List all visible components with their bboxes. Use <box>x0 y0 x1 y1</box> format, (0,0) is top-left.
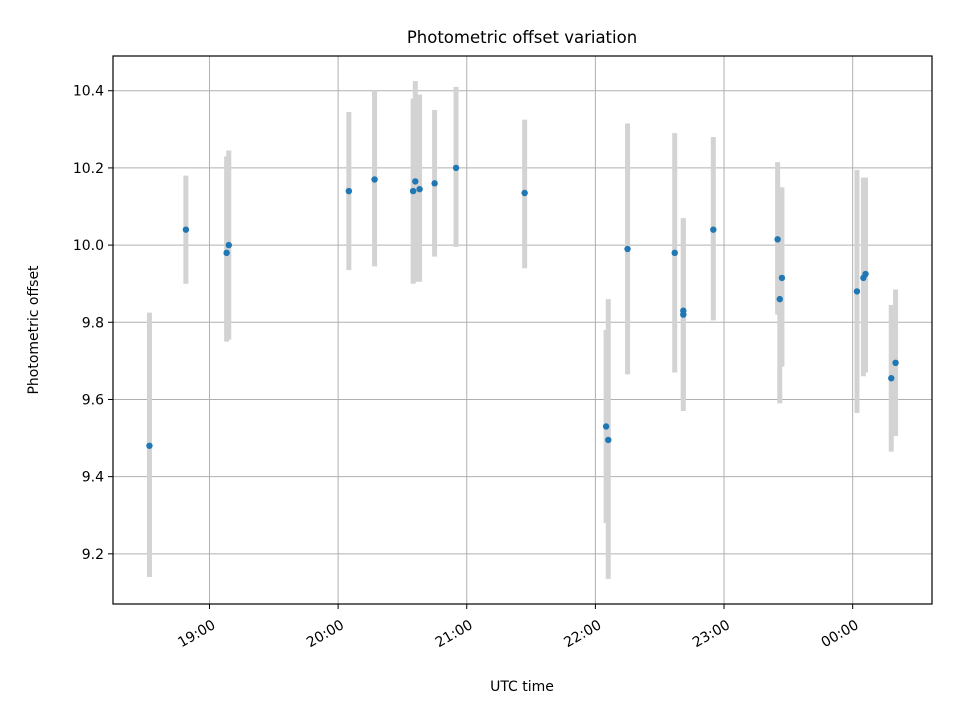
data-point <box>431 180 438 187</box>
data-point <box>776 295 783 303</box>
data-point <box>774 236 781 243</box>
y-tick-label: 10.4 <box>73 84 104 100</box>
data-point <box>710 226 717 233</box>
y-tick-label: 10.0 <box>73 238 104 254</box>
data-point <box>521 189 528 197</box>
data-point <box>624 245 631 253</box>
data-point <box>602 423 610 430</box>
data-point <box>371 176 378 183</box>
data-point <box>853 288 861 295</box>
y-tick-label: 9.8 <box>82 315 104 331</box>
data-point <box>412 178 419 185</box>
y-tick-label: 9.6 <box>82 392 104 408</box>
data-point <box>182 226 190 233</box>
point-layer <box>146 164 899 449</box>
chart-title: Photometric offset variation <box>407 28 637 47</box>
data-point <box>671 249 678 257</box>
data-point <box>452 164 460 172</box>
data-point <box>223 249 230 257</box>
data-point <box>862 270 869 278</box>
data-point <box>146 442 153 449</box>
data-point <box>345 187 353 195</box>
data-point <box>225 241 232 249</box>
plot-frame <box>112 55 933 605</box>
y-axis-label: Photometric offset <box>26 265 42 395</box>
y-axis-ticks: 9.2 9.4 9.6 9.8 10.0 10.2 10.4 <box>73 84 113 563</box>
data-point <box>416 185 423 193</box>
data-point <box>409 187 417 195</box>
data-point <box>680 311 687 318</box>
y-tick-label: 10.2 <box>73 161 104 177</box>
data-point <box>888 375 895 382</box>
data-point <box>778 274 786 282</box>
data-point <box>605 436 612 444</box>
y-tick-label: 9.2 <box>82 547 104 563</box>
x-axis-label: UTC time <box>490 679 554 695</box>
data-point <box>892 359 899 367</box>
y-tick-label: 9.4 <box>82 470 104 486</box>
grid-layer <box>113 56 932 604</box>
